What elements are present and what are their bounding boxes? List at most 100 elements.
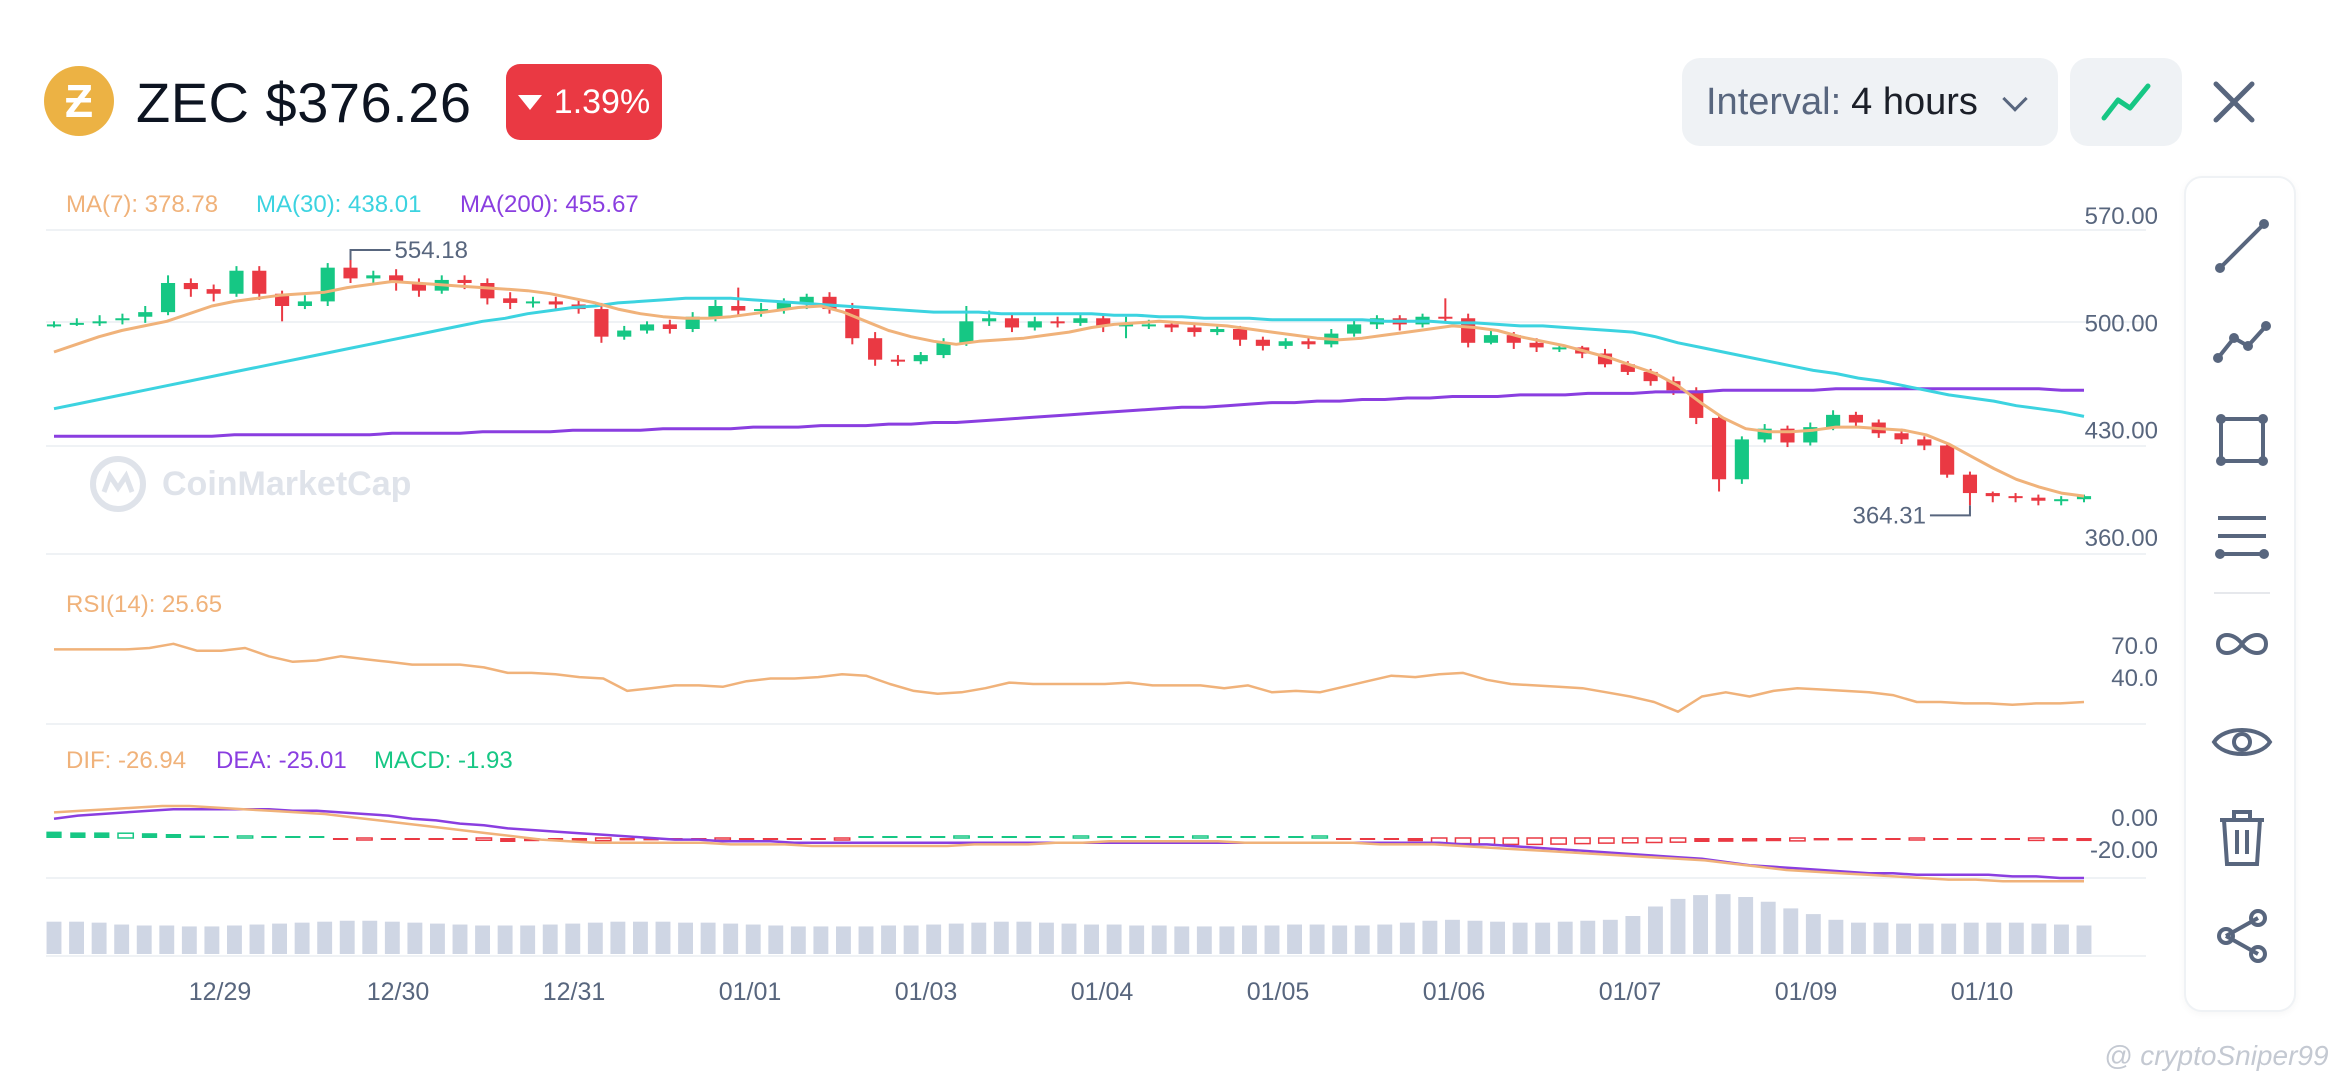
high-price-label: 554.18 [395,237,468,264]
volume-bar [1535,922,1551,954]
volume-bar [1287,924,1302,954]
polyline-tool[interactable] [2202,302,2282,382]
infinity-icon [2215,633,2269,655]
candle-body [2054,499,2069,502]
visibility-tool[interactable] [2202,702,2282,782]
interval-dropdown[interactable]: Interval: 4 hours [1682,58,2058,146]
volume-bar [1693,895,1708,954]
volume-bar [881,925,896,954]
volume-bar [2008,922,2024,954]
volume-bar [227,925,242,954]
volume-bar [633,921,648,954]
candle-body [1552,347,1567,350]
macd-histogram-bar [882,836,898,838]
trend-line-tool[interactable] [2202,206,2282,286]
chart-type-button[interactable] [2070,58,2182,146]
volume-bar [971,922,987,954]
candle-body [1529,342,1544,348]
volume-bar [430,923,445,954]
x-axis-tick: 01/05 [1247,978,1310,1006]
candle-body [229,270,244,294]
macd-histogram-bar [1621,837,1639,844]
volume-bar [565,923,581,954]
volume-bar [1151,925,1167,954]
candle-body [2076,496,2092,500]
candle-body [1278,341,1293,346]
ma200-legend: MA(200): 455.67 [460,191,639,218]
rectangle-tool[interactable] [2202,400,2282,480]
parallel-channel-tool[interactable] [2202,496,2282,576]
volume-bar [1467,920,1483,954]
volume-bar [294,922,310,954]
macd-histogram-bar [1359,838,1376,840]
x-axis-tick: 01/06 [1423,978,1486,1006]
eye-icon [2211,728,2273,756]
volume-bar [858,926,874,954]
macd-histogram-bar [1191,835,1209,839]
candle-body [503,298,518,303]
candle-body [1711,417,1727,480]
macd-histogram-bar [285,836,301,838]
volume-bar [1309,924,1325,954]
volume-bar [1896,923,1911,954]
coinmarketcap-watermark: CoinMarketCap [88,454,411,514]
candle-body [1917,439,1932,446]
x-axis-tick: 01/03 [895,978,958,1006]
candle-body [1734,439,1749,480]
macd-histogram-bar [1216,836,1232,838]
price-axis-tick: 500.00 [2085,310,2158,337]
macd-histogram-bar [786,838,802,840]
rsi-line [54,642,2085,713]
volume-bar [452,924,468,954]
volume-bar [114,924,130,954]
volume-bar [159,925,175,954]
volume-bar [1557,921,1573,954]
volume-bar [1399,922,1415,954]
candle-body [548,301,563,305]
macd-histogram-bar [1168,836,1185,838]
macd-histogram-bar [1980,838,1997,840]
line-chart-icon [2101,83,2151,121]
macd-histogram-bar [1813,838,1829,841]
magnet-tool[interactable] [2202,604,2282,684]
close-icon [2213,81,2255,123]
volume-bar [1805,914,1821,954]
macd-histogram-bar [46,831,62,838]
share-tool[interactable] [2202,896,2282,976]
close-button[interactable] [2202,70,2266,134]
candle-body [480,283,495,299]
volume-bar [384,921,400,954]
rsi-axis-tick: 70.0 [2111,633,2158,660]
volume-bar [1422,920,1438,954]
down-arrow-icon [517,94,542,110]
macd-legend: MACD: -1.93 [374,747,513,774]
macd-histogram-bar [428,838,444,840]
candle-body [1141,324,1156,327]
macd-histogram-bar [1789,837,1806,842]
candle-body [1962,474,1978,494]
volume-bar [339,920,355,954]
macd-histogram-bar [1502,837,1520,846]
volume-bar [1512,922,1528,954]
x-axis-tick: 01/10 [1951,978,2014,1006]
volume-bar [993,921,1009,954]
macd-histogram-bar [1001,836,1017,838]
macd-histogram-bar [1718,838,1734,842]
candle-body [1004,318,1020,328]
macd-histogram-bar [1121,836,1137,838]
ma30-legend: MA(30): 438.01 [256,191,421,218]
candle-body [1757,428,1772,440]
macd-histogram-bar [1837,838,1853,841]
macd-histogram-bar [810,838,826,840]
candle-body [1073,318,1088,323]
macd-histogram-bar [2076,838,2092,842]
delete-tool[interactable] [2202,798,2282,878]
drawing-toolbar [2184,176,2296,1012]
volume-bar [1715,894,1731,954]
macd-histogram-bar [261,836,277,838]
macd-histogram-bar [1694,838,1710,842]
volume-bar [1918,923,1934,954]
macd-histogram-bar [94,832,110,838]
volume-bar [1219,926,1235,954]
